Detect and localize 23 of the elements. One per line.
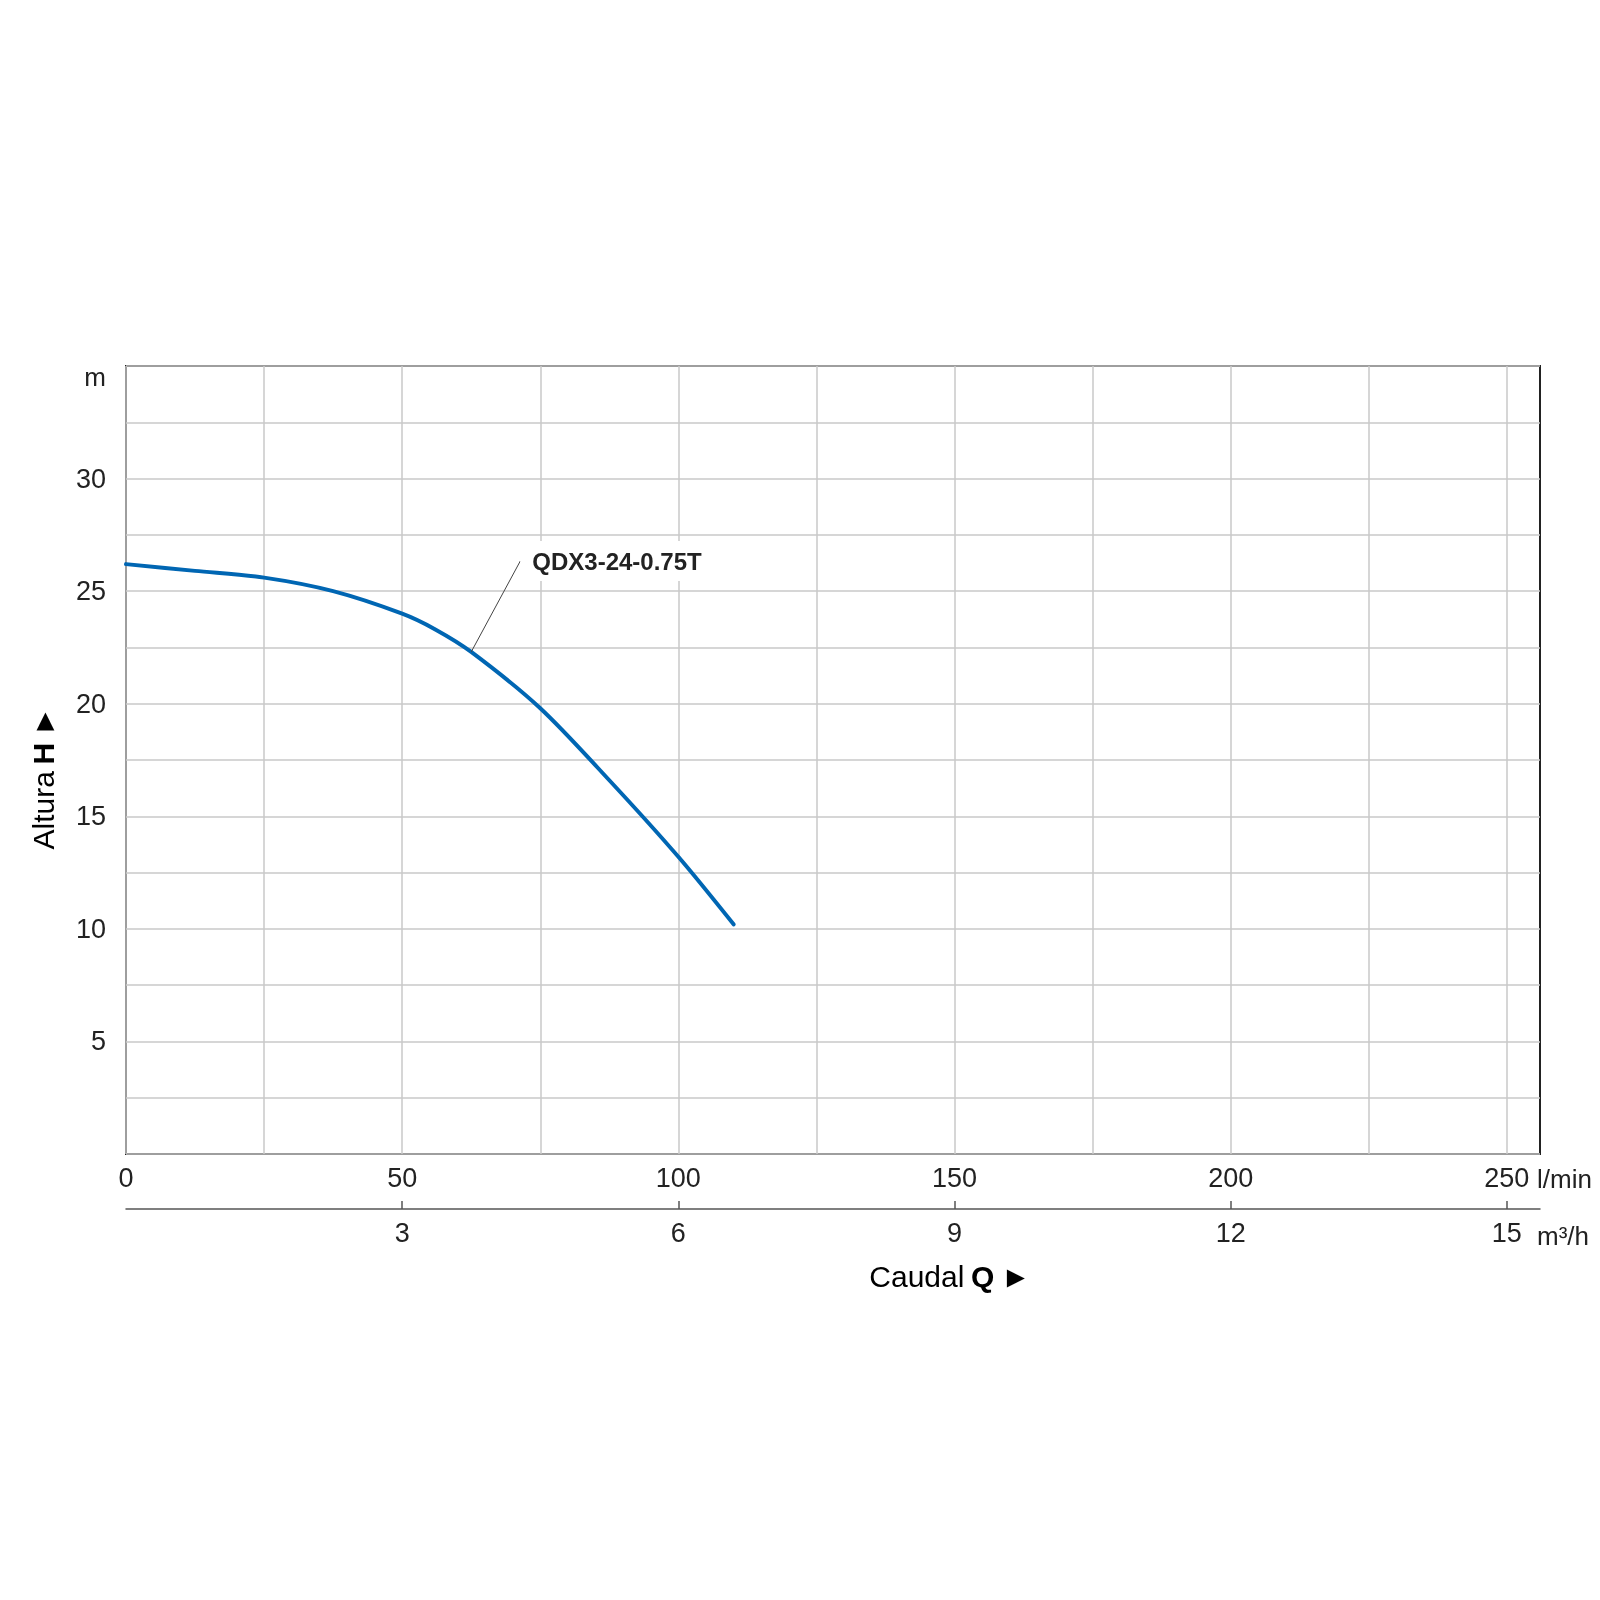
y-tick-label: 20: [75, 688, 106, 719]
y-tick-label: 10: [75, 913, 106, 944]
x2-tick-label: 3: [394, 1217, 410, 1248]
x-tick-label: 150: [931, 1162, 978, 1193]
x2-tick-label: 9: [947, 1217, 963, 1248]
x2-tick-label: 12: [1215, 1217, 1246, 1248]
x-tick-label: 250: [1484, 1162, 1530, 1193]
x2-axis-title: m³/h: [1537, 1221, 1589, 1251]
y-tick-label: 15: [75, 801, 106, 832]
x-axis-title: Caudal Q ►: [869, 1259, 1031, 1293]
x-tick-label: 0: [118, 1162, 134, 1193]
x-tick-label: 200: [1208, 1162, 1254, 1193]
x2-tick-label: 15: [1491, 1217, 1522, 1248]
y-tick-label: 25: [75, 576, 106, 607]
y-tick-label: 30: [75, 463, 106, 494]
x-tick-label: 100: [655, 1162, 701, 1193]
y-axis-title: Altura H ►: [26, 706, 60, 850]
x2-tick-label: 6: [670, 1217, 686, 1248]
x-tick-label: 50: [387, 1162, 418, 1193]
text: m: [84, 362, 106, 392]
text: QDX3-24-0.75T: [532, 547, 703, 575]
y-tick-label: 5: [90, 1026, 106, 1057]
text: l/min: [1537, 1164, 1592, 1194]
